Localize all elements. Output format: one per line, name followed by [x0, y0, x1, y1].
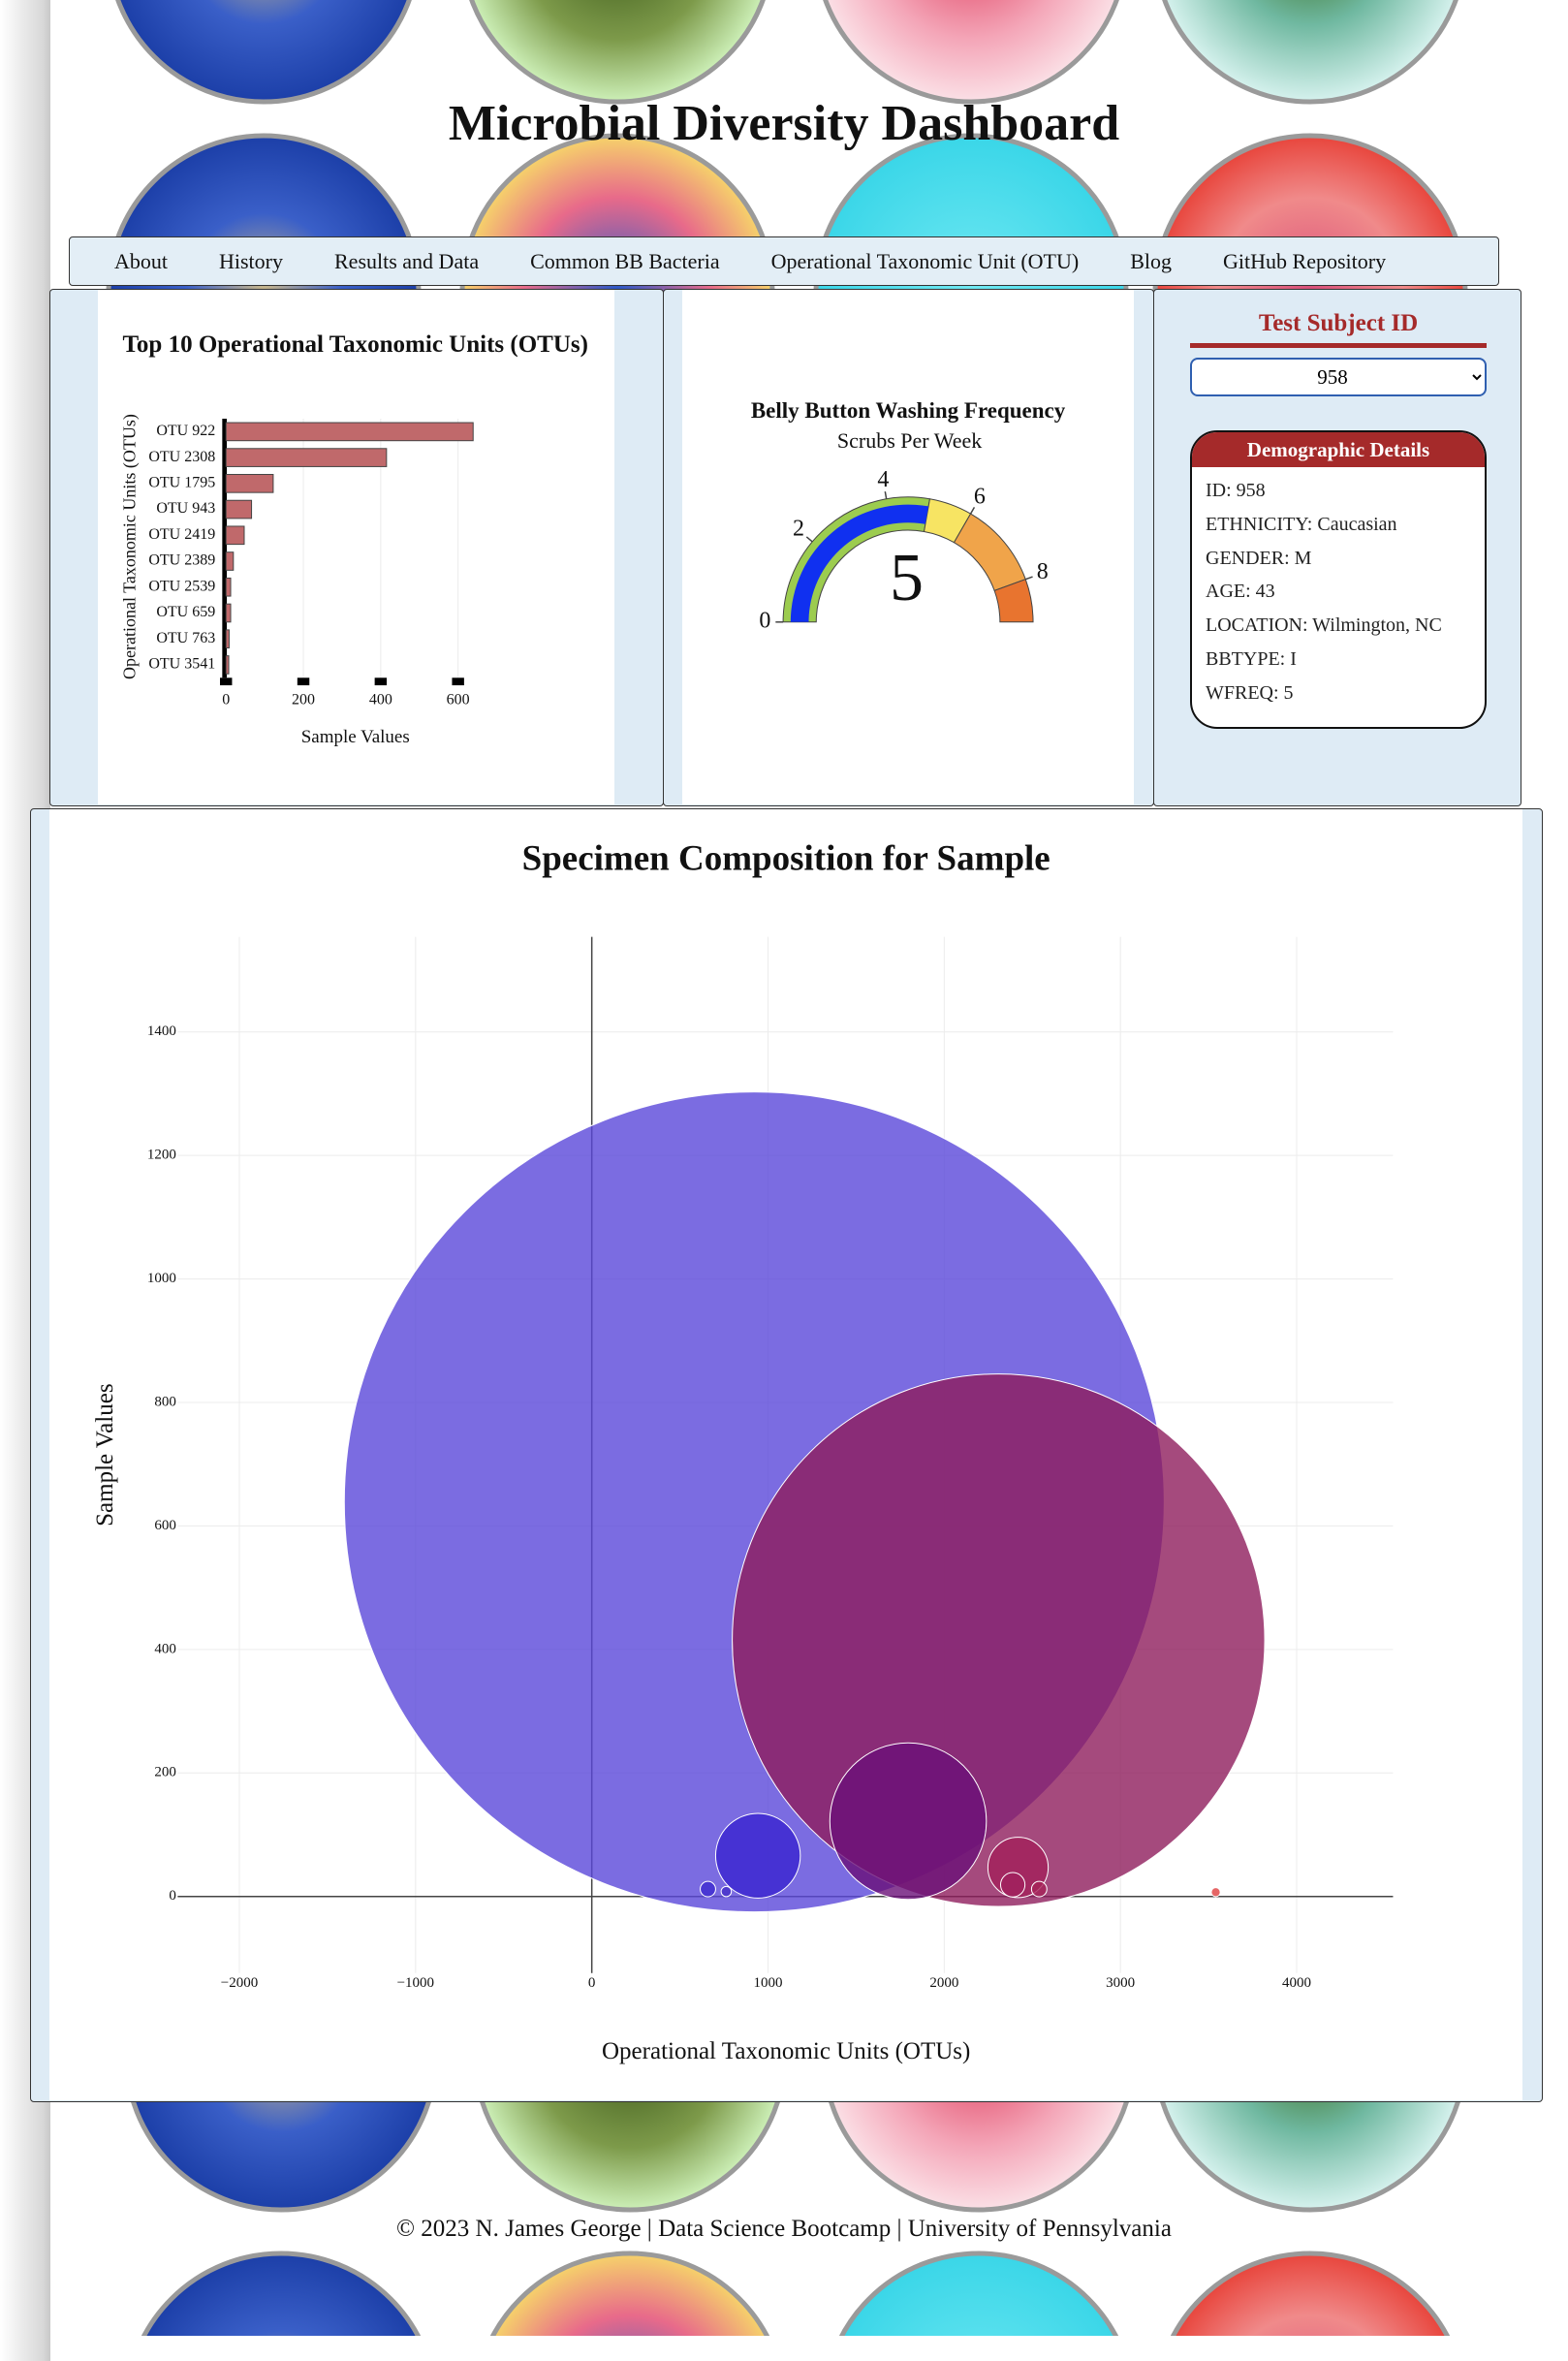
demographics-title: Demographic Details: [1192, 432, 1485, 467]
demographic-row: WFREQ: 5: [1206, 681, 1294, 704]
subject-select[interactable]: 958: [1190, 358, 1487, 396]
demographic-row: LOCATION: Wilmington, NC: [1206, 614, 1442, 637]
nav-link[interactable]: Operational Taxonomic Unit (OTU): [770, 248, 1080, 273]
panel-body: [49, 809, 1522, 2100]
nav-link[interactable]: About: [114, 248, 168, 273]
subject-selector: Test Subject ID 958 Demographic Details …: [1190, 310, 1487, 729]
demographic-row: GENDER: M: [1206, 547, 1312, 569]
bar-panel: [49, 289, 664, 806]
footer: © 2023 N. James George | Data Science Bo…: [396, 2216, 1172, 2242]
panel-body: [682, 290, 1134, 804]
demographic-row: ETHNICITY: Caucasian: [1206, 513, 1397, 535]
demographics-rows: ID: 958 ETHNICITY: Caucasian GENDER: M A…: [1192, 467, 1485, 710]
nav-link[interactable]: Common BB Bacteria: [530, 248, 720, 273]
navbar: About History Results and Data Common BB…: [69, 236, 1499, 286]
page-title: Microbial Diversity Dashboard: [448, 96, 1120, 151]
demographics-card: Demographic Details ID: 958 ETHNICITY: C…: [1190, 430, 1487, 729]
gauge-panel: [663, 289, 1154, 806]
nav-link[interactable]: Blog: [1130, 248, 1173, 273]
demographic-row: ID: 958: [1206, 480, 1266, 501]
nav-link[interactable]: GitHub Repository: [1223, 248, 1387, 273]
bubble-panel: [30, 808, 1543, 2102]
nav-link[interactable]: Results and Data: [334, 248, 480, 273]
panel-body: [98, 290, 614, 804]
demographic-row: BBTYPE: I: [1206, 647, 1297, 670]
demographic-row: AGE: 43: [1206, 581, 1275, 603]
selector-label: Test Subject ID: [1190, 310, 1487, 348]
nav-link[interactable]: History: [219, 248, 283, 273]
